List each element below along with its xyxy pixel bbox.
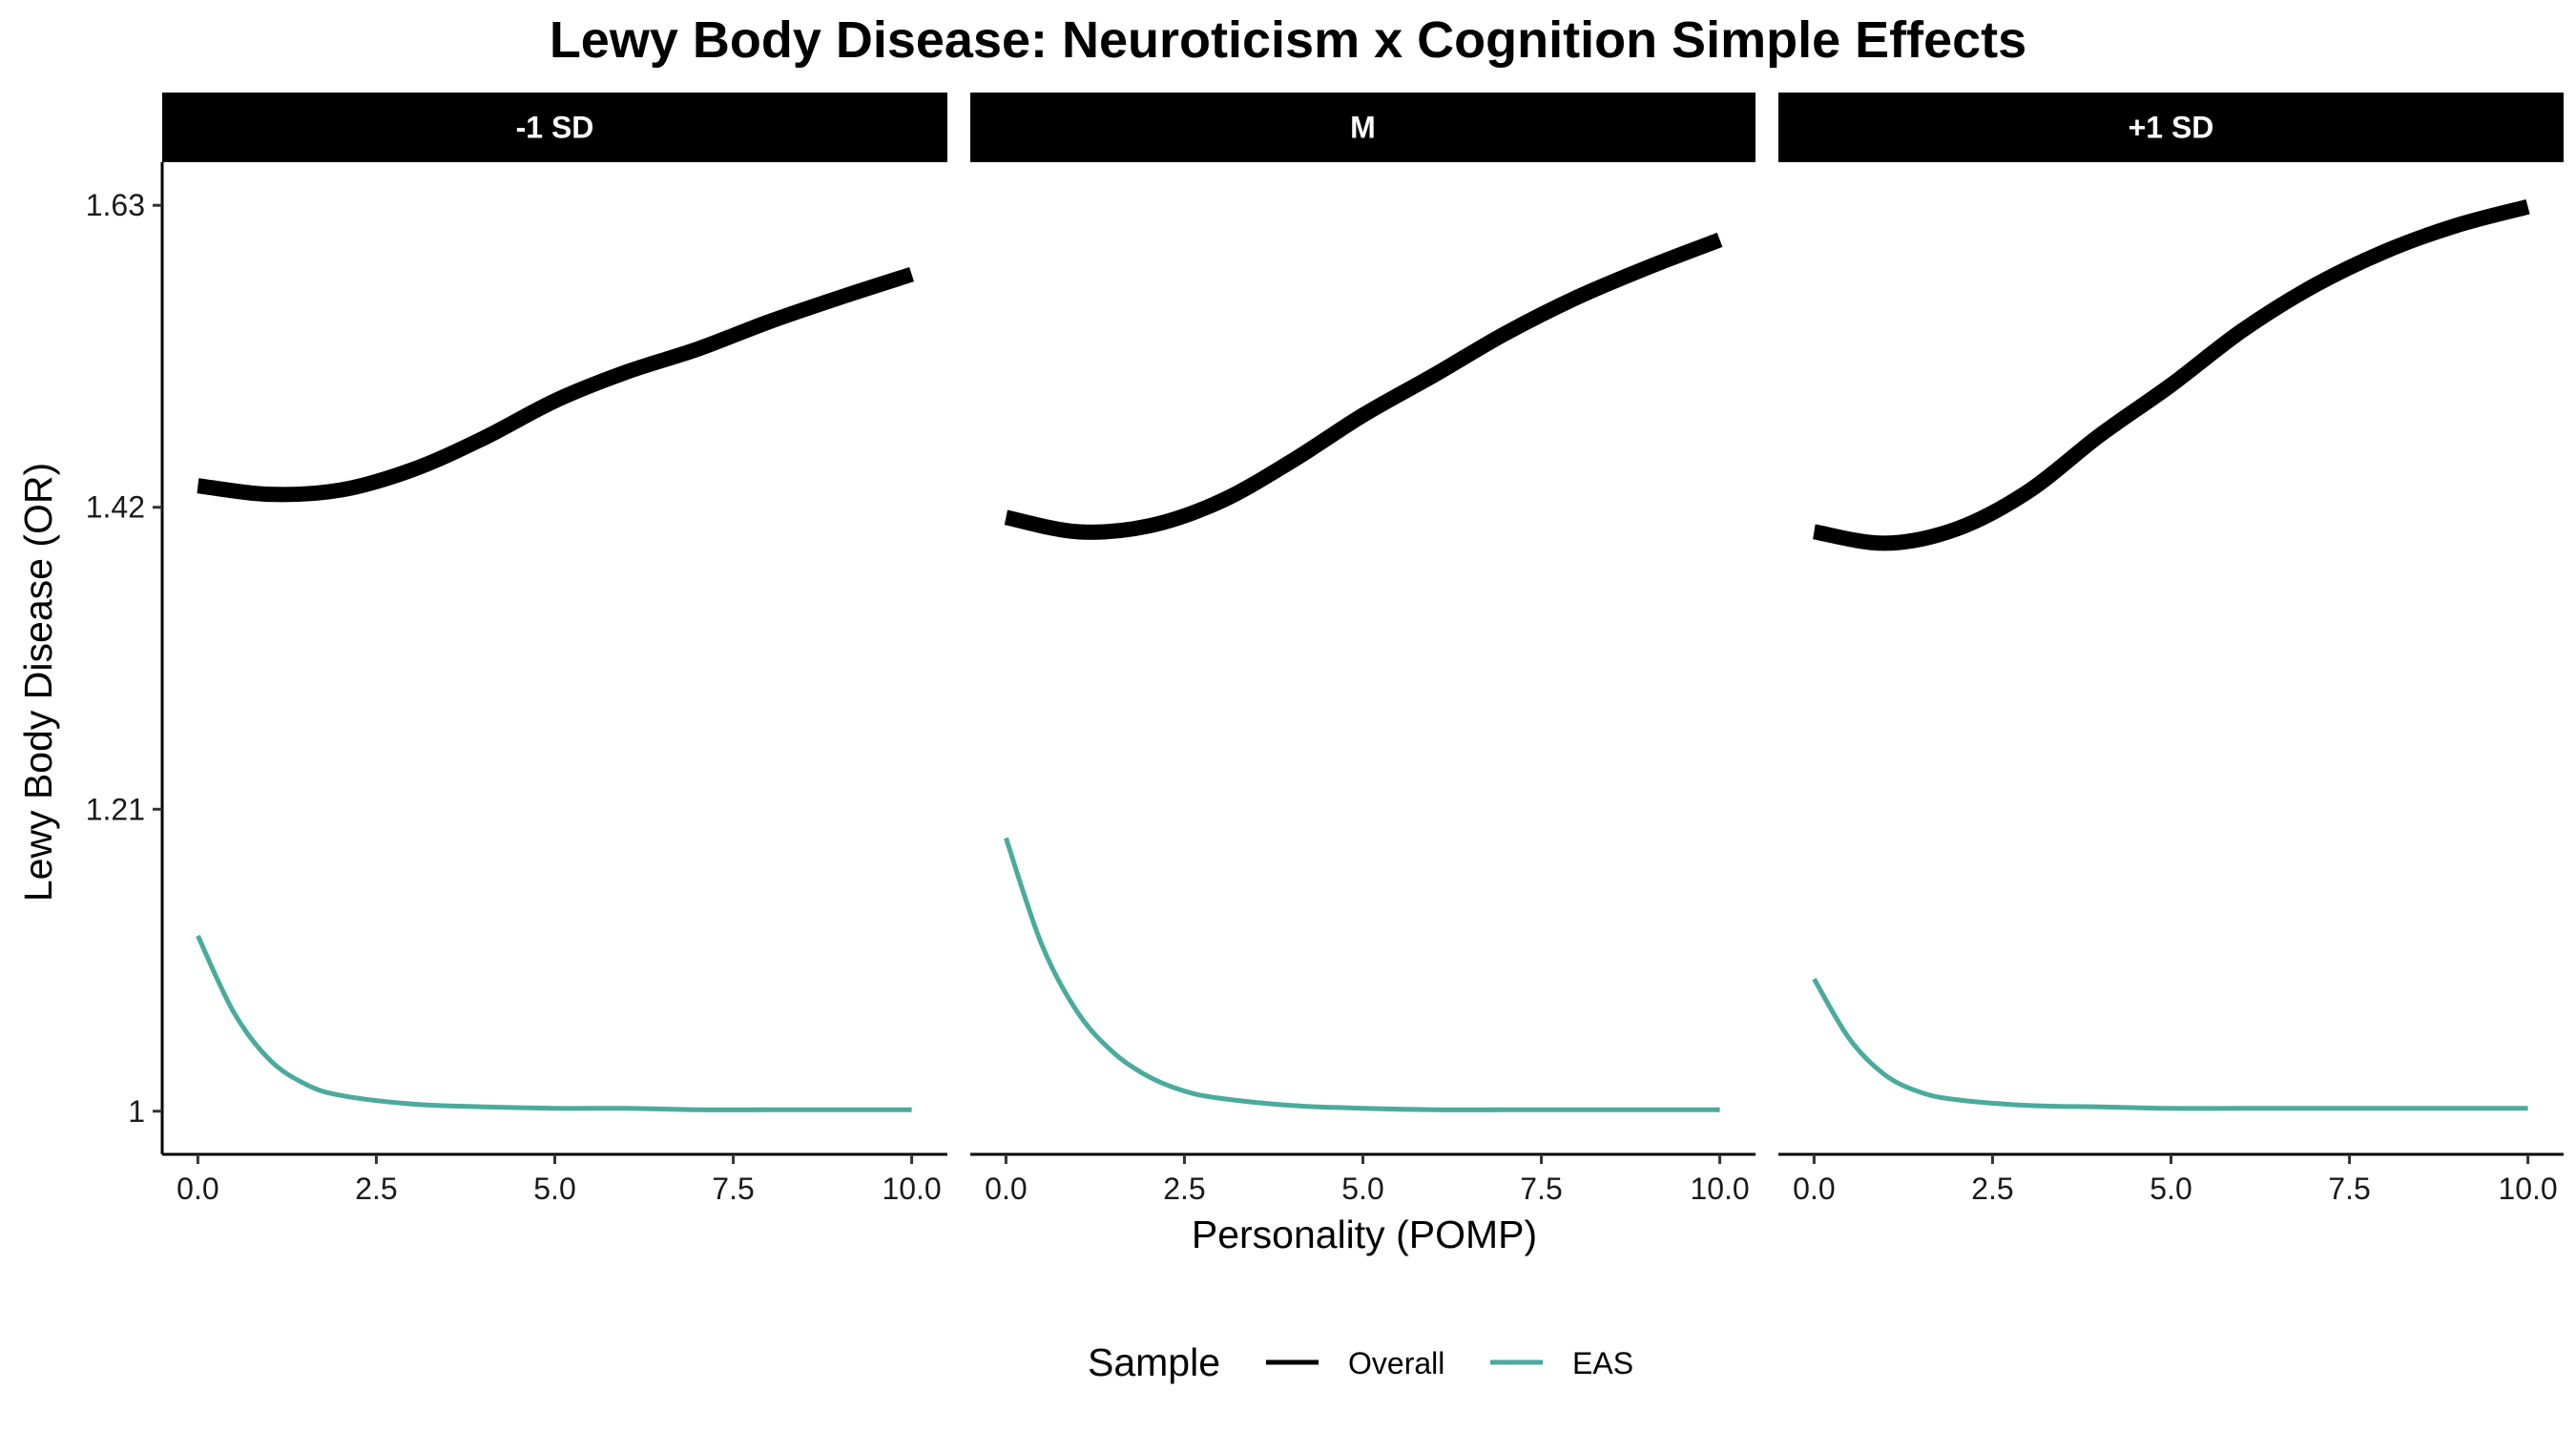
x-tick-label: 5.0 — [533, 1172, 575, 1206]
series-line-overall — [1004, 232, 1723, 540]
series-line-eas — [1812, 977, 2528, 1111]
x-tick-label: 2.5 — [1971, 1172, 2013, 1206]
x-tick-label: 7.5 — [2328, 1172, 2370, 1206]
y-tick-label: 1.42 — [86, 490, 145, 525]
facet-strip-label: -1 SD — [516, 111, 594, 145]
y-axis-title: Lewy Body Disease (OR) — [16, 463, 60, 902]
series-line-overall — [197, 266, 915, 503]
series-line-eas — [196, 934, 912, 1112]
x-tick-label: 10.0 — [1690, 1172, 1749, 1206]
x-tick-label: 0.0 — [985, 1172, 1027, 1206]
y-axis: 1 1.21 1.42 1.63 — [86, 162, 164, 1154]
legend-title: Sample — [1088, 1340, 1220, 1384]
x-tick-label: 0.0 — [177, 1172, 218, 1206]
legend-label: Overall — [1348, 1346, 1444, 1380]
y-tick-label: 1.63 — [86, 188, 145, 222]
facet-strip — [162, 93, 947, 162]
x-tick-label: 2.5 — [1163, 1172, 1205, 1206]
y-tick-label: 1 — [128, 1094, 145, 1129]
series-line-overall — [1812, 198, 2530, 551]
legend-label: EAS — [1572, 1346, 1633, 1380]
series-line-eas — [1004, 837, 1720, 1112]
facet-strip-label: +1 SD — [2129, 111, 2214, 145]
x-axis-title: Personality (POMP) — [1192, 1213, 1537, 1256]
x-tick-label: 7.5 — [712, 1172, 754, 1206]
x-tick-label: 0.0 — [1793, 1172, 1835, 1206]
y-tick-label: 1.21 — [86, 792, 145, 826]
x-tick-label: 5.0 — [2150, 1172, 2192, 1206]
x-tick-label: 10.0 — [2498, 1172, 2557, 1206]
facet-panel: +1 SD 0.0 2.5 5.0 7.5 10.0 — [1778, 93, 2564, 1206]
facet-strip — [1778, 93, 2564, 162]
facet-strip-label: M — [1350, 111, 1376, 145]
x-tick-label: 5.0 — [1341, 1172, 1383, 1206]
x-tick-label: 7.5 — [1520, 1172, 1562, 1206]
facet-panel: -1 SD 0.0 2.5 5.0 7.5 10.0 — [162, 93, 947, 1206]
facets-layer: -1 SD0.0 2.5 5.0 7.5 10.0M0.0 2.5 5.0 7.5 10.0+1… — [162, 93, 2564, 1206]
chart-title: Lewy Body Disease: Neuroticism x Cogniti… — [550, 11, 2026, 69]
legend: Sample Overall EAS — [1088, 1340, 1633, 1384]
x-tick-label: 10.0 — [882, 1172, 941, 1206]
facet-strip — [970, 93, 1755, 162]
facet-panel: M 0.0 2.5 5.0 7.5 10.0 — [970, 93, 1755, 1206]
x-tick-label: 2.5 — [355, 1172, 397, 1206]
